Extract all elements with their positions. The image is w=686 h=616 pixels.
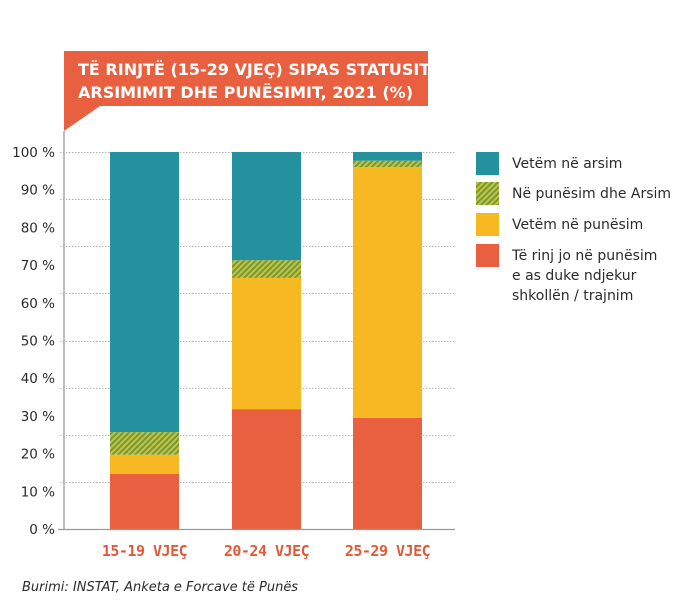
- y-tick-label: 70 %: [21, 258, 55, 274]
- bar-stack: [110, 152, 179, 529]
- legend: Vetëm në arsim Në punësim dhe Arsim Vetëm …: [476, 152, 671, 304]
- bar-segment: [110, 454, 179, 474]
- title-banner-background: [64, 51, 428, 131]
- x-tick-label: 25-29 VJEÇ: [345, 542, 430, 560]
- legend-label: Në punësim dhe Arsim: [512, 186, 671, 202]
- legend-label: shkollën / trajnim: [512, 288, 633, 304]
- y-tick-label: 0 %: [29, 522, 55, 538]
- bars: [110, 152, 422, 529]
- legend-item: Në punësim dhe Arsim: [476, 182, 671, 205]
- bar-segment: [353, 167, 422, 418]
- legend-item: Të rinj jo në punësim e as duke ndjekur sh…: [476, 244, 657, 304]
- x-axis-ticks: 15-19 VJEÇ 20-24 VJEÇ 25-29 VJEÇ: [102, 542, 431, 560]
- legend-item: Vetëm në punësim: [476, 213, 643, 236]
- legend-swatch: [476, 213, 499, 236]
- y-tick-label: 90 %: [21, 183, 55, 199]
- y-tick-label: 50 %: [21, 334, 55, 350]
- bar-segment: [232, 409, 301, 529]
- y-tick-label: 40 %: [21, 371, 55, 387]
- bar-segment: [232, 152, 301, 261]
- bar-stack: [353, 152, 422, 529]
- legend-label: Të rinj jo në punësim: [511, 248, 657, 264]
- title-banner: TË RINJTË (15-29 VJEÇ) SIPAS STATUSIT TË…: [64, 51, 458, 131]
- bar-segment: [353, 160, 422, 168]
- y-tick-label: 10 %: [21, 484, 55, 500]
- bar-segment: [353, 152, 422, 161]
- title-line-2: ARSIMIMIT DHE PUNËSIMIT, 2021 (%): [78, 83, 413, 102]
- source-note: Burimi: INSTAT, Anketa e Forcave të Punë…: [22, 580, 299, 595]
- bar-segment: [110, 432, 179, 455]
- y-tick-label: 80 %: [21, 220, 55, 236]
- legend-swatch: [476, 244, 499, 267]
- y-tick-label: 100 %: [12, 145, 55, 161]
- title-line-1: TË RINJTË (15-29 VJEÇ) SIPAS STATUSIT TË: [78, 60, 458, 79]
- bar-segment: [110, 152, 179, 433]
- bar-stack: [232, 152, 301, 529]
- bar-segment: [232, 277, 301, 410]
- y-tick-label: 30 %: [21, 409, 55, 425]
- y-tick-label: 20 %: [21, 447, 55, 463]
- legend-swatch: [476, 152, 499, 175]
- legend-label: Vetëm në punësim: [512, 217, 643, 233]
- y-axis-ticks: 0 % 10 % 20 % 30 % 40 % 50 % 60 % 70 % 80 % 90 % 1…: [12, 145, 55, 538]
- x-tick-label: 20-24 VJEÇ: [224, 542, 309, 560]
- y-tick-label: 60 %: [21, 296, 55, 312]
- bar-segment: [232, 260, 301, 278]
- legend-label: e as duke ndjekur: [512, 268, 637, 284]
- bar-segment: [110, 473, 179, 529]
- legend-item: Vetëm në arsim: [476, 152, 622, 175]
- legend-swatch: [476, 182, 499, 205]
- bar-segment: [353, 417, 422, 529]
- legend-label: Vetëm në arsim: [512, 156, 622, 172]
- x-tick-label: 15-19 VJEÇ: [102, 542, 187, 560]
